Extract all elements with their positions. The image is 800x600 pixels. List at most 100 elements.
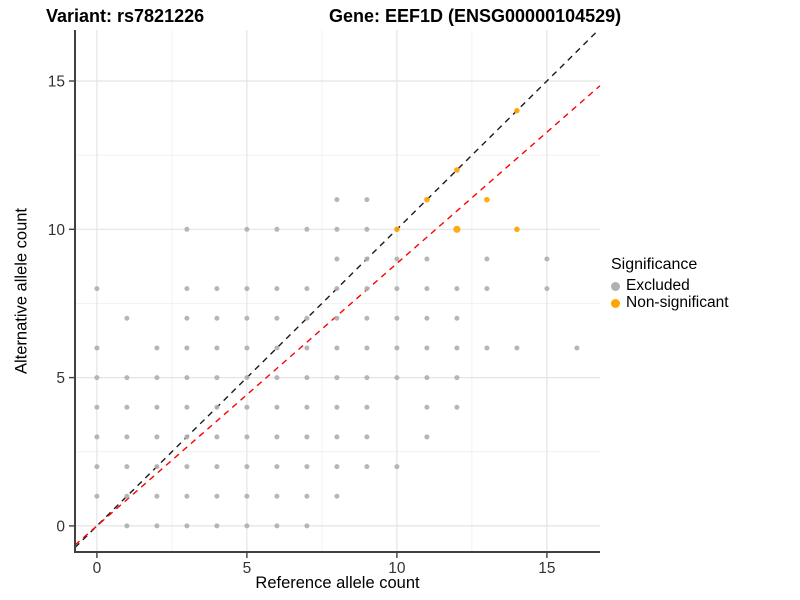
data-point-excluded — [394, 345, 400, 351]
data-point-excluded — [214, 286, 220, 292]
legend-item-label: Excluded — [626, 277, 690, 294]
legend-dot-icon — [611, 298, 620, 308]
data-point-excluded — [94, 464, 100, 470]
data-point-excluded — [304, 375, 310, 381]
data-point-excluded — [394, 464, 400, 470]
x-tick-label: 15 — [538, 560, 555, 577]
gene-title: Gene: EEF1D (ENSG00000104529) — [329, 6, 622, 26]
x-axis-label: Reference allele count — [255, 574, 420, 592]
data-point-excluded — [124, 404, 130, 410]
variant-title: Variant: rs7821226 — [46, 6, 205, 26]
data-point-excluded — [124, 493, 130, 499]
data-point-excluded — [484, 286, 490, 292]
data-point-excluded — [304, 315, 310, 321]
data-point-excluded — [424, 286, 430, 292]
data-point-excluded — [274, 434, 280, 440]
data-point-excluded — [364, 375, 370, 381]
data-point-excluded — [304, 464, 310, 470]
data-point-excluded — [94, 345, 100, 351]
x-tick-label: 0 — [93, 560, 102, 577]
data-point-excluded — [394, 286, 400, 292]
data-point-excluded — [214, 375, 220, 381]
data-point-excluded — [274, 404, 280, 410]
data-point-excluded — [214, 493, 220, 499]
data-point-non-significant — [454, 167, 460, 173]
data-point-excluded — [364, 286, 370, 292]
data-point-excluded — [364, 226, 370, 232]
data-point-excluded — [244, 464, 250, 470]
data-point-excluded — [274, 375, 280, 381]
data-point-excluded — [214, 434, 220, 440]
data-point-excluded — [304, 523, 310, 529]
data-point-excluded — [244, 493, 250, 499]
data-point-excluded — [214, 345, 220, 351]
data-point-excluded — [154, 404, 160, 410]
data-point-excluded — [334, 434, 340, 440]
x-tick-label: 10 — [388, 560, 406, 577]
data-point-excluded — [544, 256, 550, 262]
data-point-excluded — [154, 464, 160, 470]
data-point-excluded — [424, 434, 430, 440]
data-point-excluded — [364, 315, 370, 321]
data-point-excluded — [94, 375, 100, 381]
legend-item-label: Non-significant — [626, 294, 729, 311]
data-point-excluded — [124, 434, 130, 440]
data-point-excluded — [424, 375, 430, 381]
data-point-excluded — [334, 286, 340, 292]
data-point-excluded — [244, 523, 250, 529]
data-point-excluded — [124, 464, 130, 470]
legend-items: Excluded Non-significant — [611, 278, 729, 311]
data-point-excluded — [304, 434, 310, 440]
data-point-excluded — [274, 493, 280, 499]
data-point-excluded — [334, 375, 340, 381]
data-point-excluded — [244, 226, 250, 232]
data-point-non-significant — [484, 196, 490, 203]
legend-item-non-significant: Non-significant — [611, 295, 729, 311]
data-point-excluded — [154, 434, 160, 440]
data-point-excluded — [544, 286, 550, 292]
data-point-excluded — [184, 345, 190, 351]
data-point-non-significant — [424, 196, 430, 203]
data-point-excluded — [304, 226, 310, 232]
data-point-excluded — [454, 286, 460, 292]
data-point-excluded — [244, 375, 250, 381]
data-point-excluded — [184, 375, 190, 381]
data-point-excluded — [424, 345, 430, 351]
data-point-excluded — [184, 523, 190, 529]
data-point-excluded — [454, 345, 460, 351]
data-point-excluded — [364, 404, 370, 410]
data-point-excluded — [184, 404, 190, 410]
data-point-excluded — [484, 256, 490, 262]
data-point-non-significant — [514, 107, 520, 114]
data-point-excluded — [424, 256, 430, 262]
data-point-excluded — [94, 493, 100, 499]
data-point-excluded — [214, 523, 220, 529]
data-point-excluded — [304, 404, 310, 410]
data-point-non-significant — [394, 226, 400, 233]
data-point-excluded — [274, 523, 280, 529]
legend: Significance Excluded Non-significant — [611, 256, 729, 312]
data-point-excluded — [274, 226, 280, 232]
legend-title: Significance — [611, 256, 698, 273]
data-point-excluded — [484, 345, 490, 351]
data-point-excluded — [424, 404, 430, 410]
data-point-excluded — [334, 315, 340, 321]
data-point-excluded — [394, 375, 400, 381]
data-point-excluded — [184, 286, 190, 292]
data-point-excluded — [274, 345, 280, 351]
y-axis-label: Alternative allele count — [12, 207, 31, 375]
y-tick-label: 5 — [56, 370, 65, 387]
data-point-excluded — [334, 464, 340, 470]
data-point-excluded — [304, 493, 310, 499]
data-point-non-significant — [453, 225, 461, 233]
data-point-excluded — [94, 434, 100, 440]
data-point-excluded — [424, 315, 430, 321]
data-point-excluded — [514, 345, 520, 351]
data-point-excluded — [454, 315, 460, 321]
legend-dot-icon — [611, 281, 620, 291]
data-point-excluded — [244, 286, 250, 292]
data-point-excluded — [124, 523, 130, 529]
data-point-excluded — [154, 523, 160, 529]
y-tick-label: 10 — [48, 222, 66, 239]
data-point-excluded — [214, 464, 220, 470]
